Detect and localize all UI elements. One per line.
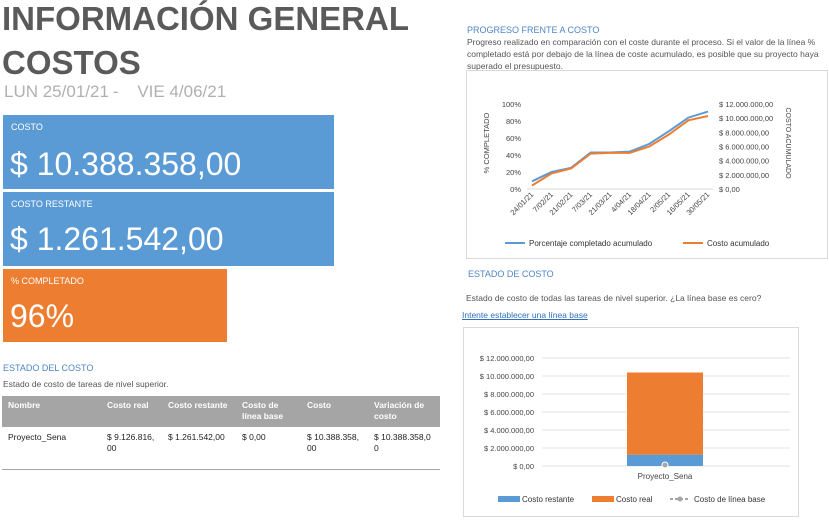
y-left-tick-label: 20% xyxy=(506,168,521,177)
estado-chart-svg: $ 0,00 $ 2.000.000,00 $ 4.000.000,00 $ 6.00… xyxy=(480,354,790,504)
progreso-vs-costo-chart[interactable]: 0% 20% 40% 60% 80% 100% $ 0,00 $ 2.000.000,00 $ … xyxy=(466,70,828,259)
estado-del-costo-description: Estado de costo de tareas de nivel super… xyxy=(3,379,169,389)
progreso-chart-svg: 0% 20% 40% 60% 80% 100% $ 0,00 $ 2.000.000,00 $ … xyxy=(482,100,791,248)
kpi-pct-completado-card[interactable]: % COMPLETADO 96% xyxy=(3,269,227,342)
chart-legend: Porcentaje completado acumulado Costo ac… xyxy=(505,239,770,248)
y-left-tick-label: 80% xyxy=(506,117,521,126)
bar-costo-restante[interactable] xyxy=(627,454,703,466)
progreso-heading: PROGRESO FRENTE A COSTO xyxy=(467,25,600,35)
axis-label-costo-acumulado: COSTO ACUMULADO xyxy=(784,107,791,179)
bar-costo-real[interactable] xyxy=(627,372,703,455)
y-right-tick-label: $ 10.000.000,00 xyxy=(719,114,773,123)
cell-costo-restante: $ 1.261.542,00 xyxy=(162,427,236,470)
col-header-costo-real[interactable]: Costo real xyxy=(101,396,162,427)
y-left-tick-label: 40% xyxy=(506,151,521,160)
cell-variacion: $ 10.388.358,00 xyxy=(368,427,440,470)
chart-legend: Costo restante Costo real Costo de línea… xyxy=(498,495,766,504)
y-tick-label: $ 12.000.000,00 xyxy=(480,354,534,363)
category-label-proyecto-sena: Proyecto_Sena xyxy=(638,472,693,481)
col-header-costo-linea-base[interactable]: Costo de línea base xyxy=(236,396,301,427)
table-header-row: Nombre Costo real Costo restante Costo d… xyxy=(2,396,440,427)
y-left-tick-label: 0% xyxy=(510,185,521,194)
date-separator: - xyxy=(112,82,119,101)
series-marker-linea-base[interactable] xyxy=(661,461,669,469)
cell-costo: $ 10.388.358,00 xyxy=(301,427,368,470)
kpi-pct-completado-value: 96% xyxy=(10,298,75,334)
col-header-costo-restante[interactable]: Costo restante xyxy=(162,396,236,427)
kpi-costo-card[interactable]: COSTO $ 10.388.358,00 xyxy=(3,115,334,189)
page-subtitle: COSTOS xyxy=(2,44,141,81)
y-right-tick-label: $ 2.000.000,00 xyxy=(719,171,769,180)
kpi-costo-restante-label: COSTO RESTANTE xyxy=(11,199,93,209)
legend-label-costo: Costo acumulado xyxy=(707,239,770,248)
estado-de-costo-description: Estado de costo de todas las tareas de n… xyxy=(466,293,762,303)
kpi-pct-completado-label: % COMPLETADO xyxy=(11,276,84,286)
page-title: INFORMACIÓN GENERAL xyxy=(2,0,409,37)
kpi-costo-value: $ 10.388.358,00 xyxy=(10,146,242,182)
y-right-tick-label: $ 6.000.000,00 xyxy=(719,143,769,152)
y-tick-label: $ 2.000.000,00 xyxy=(484,444,534,453)
y-right-tick-label: $ 4.000.000,00 xyxy=(719,157,769,166)
progreso-description: Progreso realizado en comparación con el… xyxy=(467,37,819,71)
legend-swatch-costo-real xyxy=(592,496,614,502)
estado-del-costo-table[interactable]: Nombre Costo real Costo restante Costo d… xyxy=(2,396,440,470)
estado-de-costo-chart[interactable]: $ 0,00 $ 2.000.000,00 $ 4.000.000,00 $ 6.00… xyxy=(463,327,799,517)
y-right-tick-label: $ 0,00 xyxy=(719,185,740,194)
y-tick-label: $ 10.000.000,00 xyxy=(480,372,534,381)
estado-del-costo-heading: ESTADO DEL COSTO xyxy=(3,363,94,373)
col-header-variacion[interactable]: Variación de costo xyxy=(368,396,440,427)
kpi-costo-restante-value: $ 1.261.542,00 xyxy=(10,221,224,257)
y-right-tick-label: $ 12.000.000,00 xyxy=(719,100,773,109)
estado-de-costo-heading: ESTADO DE COSTO xyxy=(468,269,554,279)
y-tick-label: $ 6.000.000,00 xyxy=(484,408,534,417)
establecer-linea-base-link[interactable]: Intente establecer una línea base xyxy=(462,310,588,320)
kpi-costo-restante-card[interactable]: COSTO RESTANTE $ 1.261.542,00 xyxy=(3,192,334,266)
y-right-tick-label: $ 8.000.000,00 xyxy=(719,128,769,137)
cell-costo-linea-base: $ 0,00 xyxy=(236,427,301,470)
col-header-costo[interactable]: Costo xyxy=(301,396,368,427)
x-tick-label: 24/01/21 xyxy=(508,190,535,217)
y-tick-label: $ 0,00 xyxy=(513,462,534,471)
kpi-costo-label: COSTO xyxy=(11,122,43,132)
cell-nombre: Proyecto_Sena xyxy=(2,427,101,470)
col-header-nombre[interactable]: Nombre xyxy=(2,396,101,427)
legend-label-pct: Porcentaje completado acumulado xyxy=(529,239,653,248)
legend-label-linea-base: Costo de línea base xyxy=(694,495,766,504)
legend-swatch-costo-restante xyxy=(498,496,520,502)
axis-label-pct-completado: % COMPLETADO xyxy=(482,112,491,173)
y-left-tick-label: 60% xyxy=(506,134,521,143)
legend-marker-linea-base xyxy=(677,496,683,502)
y-tick-label: $ 4.000.000,00 xyxy=(484,426,534,435)
date-start: LUN 25/01/21 xyxy=(4,82,109,101)
series-line-costo-acumulado xyxy=(531,115,709,187)
legend-label-costo-real: Costo real xyxy=(616,495,653,504)
cell-costo-real: $ 9.126.816,00 xyxy=(101,427,162,470)
date-end: VIE 4/06/21 xyxy=(137,82,227,101)
legend-label-costo-restante: Costo restante xyxy=(522,495,575,504)
date-range: LUN 25/01/21- VIE 4/06/21 xyxy=(4,82,230,102)
y-left-tick-label: 100% xyxy=(502,100,522,109)
table-row[interactable]: Proyecto_Sena $ 9.126.816,00 $ 1.261.542… xyxy=(2,427,440,470)
y-tick-label: $ 8.000.000,00 xyxy=(484,390,534,399)
